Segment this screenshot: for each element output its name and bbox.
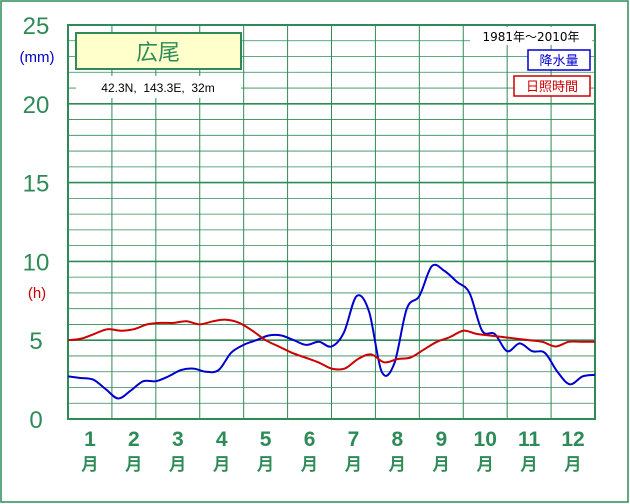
legend-precip-label: 降水量 bbox=[539, 54, 578, 69]
y-tick-label: 10 bbox=[23, 249, 50, 276]
x-axis-labels: 1 月 2 月 3 月 4 月 5 月 6 月 7 月 8 月 9 月 10 月 11 月 12 月 bbox=[80, 428, 584, 475]
x-tick-month-number: 6 bbox=[304, 428, 316, 451]
legend-sunshine-label: 日照時間 bbox=[526, 80, 578, 95]
series-lines bbox=[67, 263, 596, 400]
location-box: 42.3N, 143.3E, 32m bbox=[76, 76, 241, 98]
x-tick-month-suffix: 月 bbox=[300, 455, 318, 475]
x-tick-month-number: 10 bbox=[474, 428, 497, 451]
legend: 1981年〜2010年 降水量 日照時間 bbox=[470, 27, 592, 97]
grid bbox=[67, 24, 596, 420]
y-tick-label: 15 bbox=[23, 171, 50, 198]
precipitation-line bbox=[67, 263, 596, 400]
period-text: 1981年〜2010年 bbox=[482, 30, 579, 44]
legend-precip-box bbox=[527, 49, 591, 71]
x-tick-month-suffix: 月 bbox=[432, 455, 450, 475]
y-tick-label: 0 bbox=[29, 407, 42, 434]
x-tick-month-suffix: 月 bbox=[388, 455, 406, 475]
x-tick-month-number: 4 bbox=[216, 428, 228, 451]
location-text: 42.3N, 143.3E, 32m bbox=[101, 81, 214, 95]
x-tick-month-suffix: 月 bbox=[124, 455, 142, 475]
x-tick-month-number: 3 bbox=[172, 428, 184, 451]
x-tick-month-suffix: 月 bbox=[212, 455, 230, 475]
x-tick-month-number: 9 bbox=[435, 428, 447, 451]
x-tick-month-suffix: 月 bbox=[168, 455, 186, 475]
x-tick-month-number: 5 bbox=[260, 428, 272, 451]
x-tick-month-suffix: 月 bbox=[344, 455, 362, 475]
y-unit-h: (h) bbox=[28, 285, 46, 302]
y-tick-label: 25 bbox=[23, 13, 50, 40]
x-tick-month-number: 1 bbox=[84, 428, 96, 451]
sunshine-line bbox=[67, 318, 595, 371]
x-tick-month-number: 12 bbox=[561, 428, 584, 451]
y-tick-label: 5 bbox=[29, 328, 42, 355]
y-unit-mm: (mm) bbox=[20, 49, 55, 66]
x-tick-month-suffix: 月 bbox=[564, 455, 582, 475]
legend-sunshine-box bbox=[513, 75, 591, 97]
x-tick-month-suffix: 月 bbox=[80, 455, 98, 475]
x-tick-month-number: 2 bbox=[128, 428, 140, 451]
station-title-box: 広尾 bbox=[75, 32, 242, 70]
x-tick-month-number: 7 bbox=[348, 428, 360, 451]
x-tick-month-number: 8 bbox=[392, 428, 404, 451]
station-name: 広尾 bbox=[136, 41, 180, 66]
x-tick-month-suffix: 月 bbox=[476, 455, 494, 475]
y-tick-label: 20 bbox=[23, 92, 50, 119]
x-tick-month-suffix: 月 bbox=[520, 455, 538, 475]
y-axis-ticks: 0 5 10 15 20 25 bbox=[23, 13, 50, 434]
x-tick-month-suffix: 月 bbox=[256, 455, 274, 475]
x-tick-month-number: 11 bbox=[518, 428, 541, 451]
